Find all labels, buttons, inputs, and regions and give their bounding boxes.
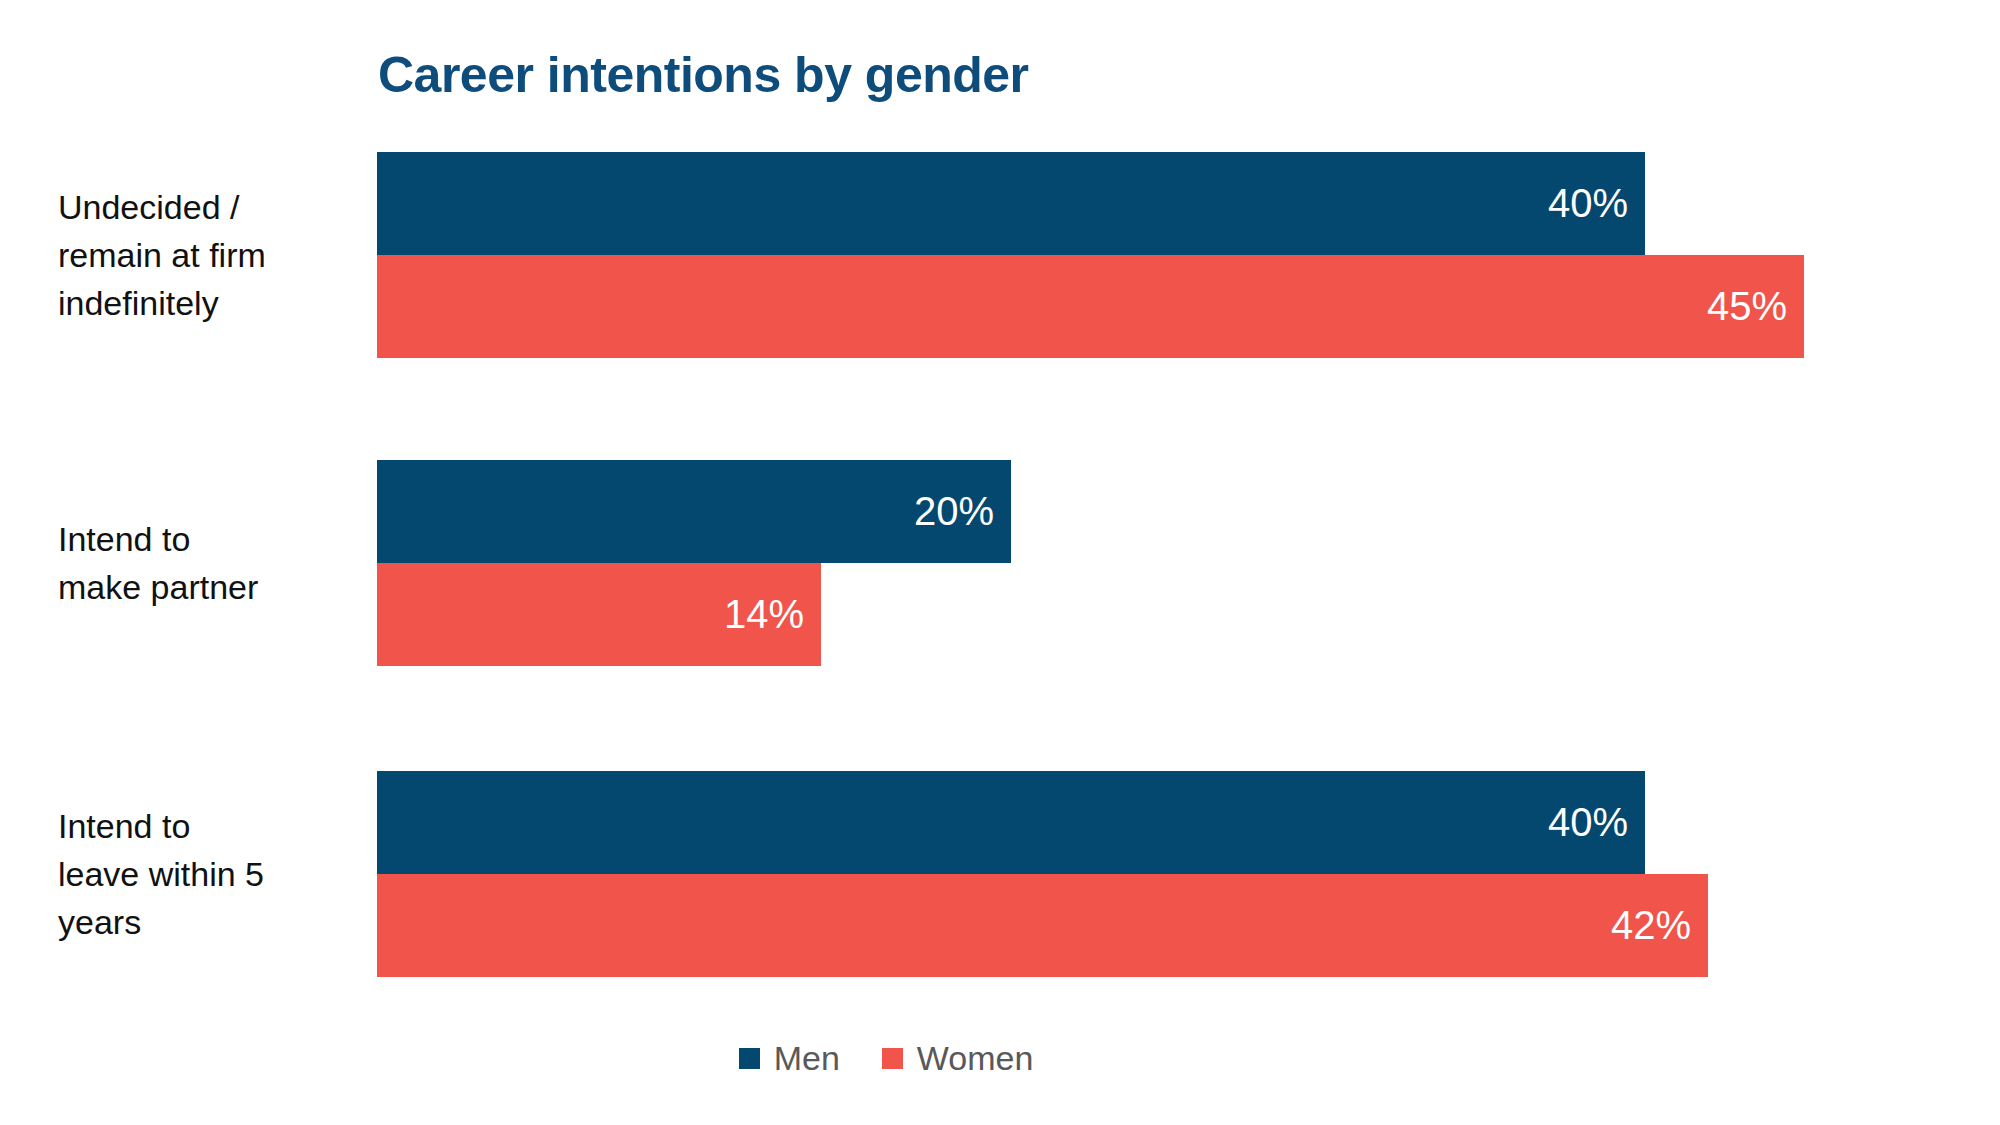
chart-title: Career intentions by gender [378,46,1029,104]
legend-label-women: Women [917,1039,1034,1078]
bar-value-label: 20% [914,489,1011,534]
legend-swatch-women-icon [882,1048,903,1069]
bar-value-label: 14% [724,592,821,637]
legend-label-men: Men [774,1039,840,1078]
legend-swatch-men-icon [739,1048,760,1069]
legend: Men Women [0,1036,1772,1080]
bar-men-row1: 40% [377,152,1645,255]
bar-women-row3: 42% [377,874,1708,977]
bar-value-label: 42% [1611,903,1708,948]
bar-women-row1: 45% [377,255,1804,358]
bar-men-row3: 40% [377,771,1645,874]
category-label: Undecided / remain at firm indefinitely [58,152,378,358]
bar-women-row2: 14% [377,563,821,666]
bar-value-label: 40% [1548,181,1645,226]
bar-chart: Career intentions by gender Undecided / … [0,0,2000,1125]
bar-value-label: 45% [1707,284,1804,329]
legend-item-men: Men [739,1039,840,1078]
bar-value-label: 40% [1548,800,1645,845]
legend-item-women: Women [882,1039,1034,1078]
category-label: Intend to leave within 5 years [58,771,378,977]
category-label: Intend to make partner [58,460,378,666]
bar-men-row2: 20% [377,460,1011,563]
